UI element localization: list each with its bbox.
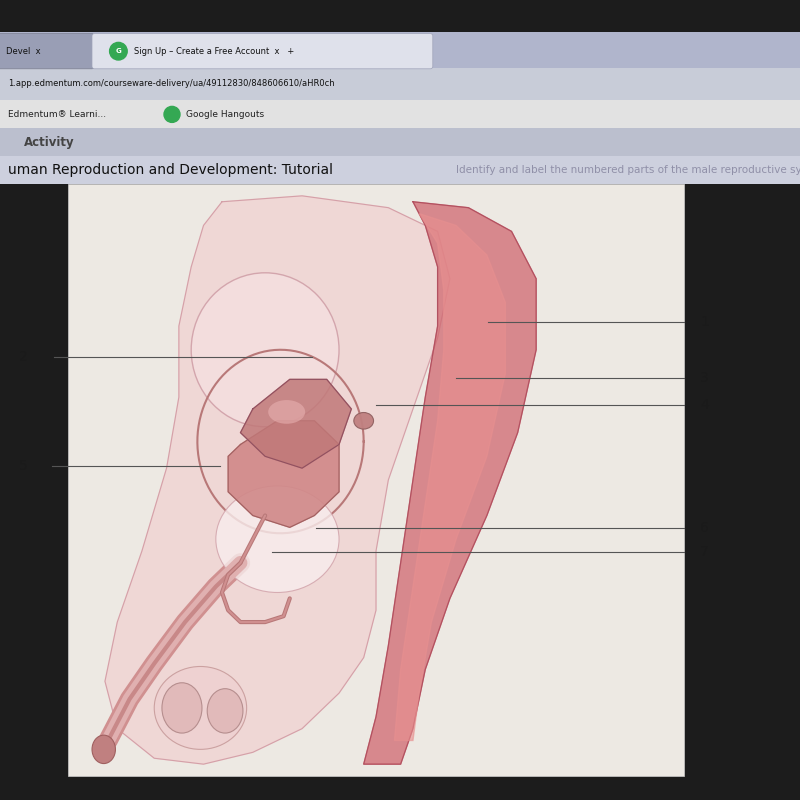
Text: Identify and label the numbered parts of the male reproductive syst: Identify and label the numbered parts of… (456, 166, 800, 175)
Bar (68, 184, 684, 776)
FancyBboxPatch shape (92, 34, 433, 69)
Bar (0, 32, 800, 68)
Text: 5: 5 (19, 458, 28, 473)
Circle shape (110, 42, 127, 60)
Ellipse shape (162, 682, 202, 733)
Polygon shape (241, 379, 351, 468)
Text: G: G (115, 48, 122, 54)
Text: Activity: Activity (24, 136, 74, 149)
Text: 6: 6 (700, 521, 709, 535)
Ellipse shape (207, 689, 243, 733)
Text: 3: 3 (700, 370, 709, 385)
Text: 1: 1 (700, 314, 709, 329)
Text: 4: 4 (700, 398, 709, 412)
Text: 1.app.edmentum.com/courseware-delivery/ua/49112830/848606610/aHR0ch: 1.app.edmentum.com/courseware-delivery/u… (8, 79, 334, 89)
Ellipse shape (268, 400, 305, 424)
Bar (0, 156, 800, 184)
Bar (0, 68, 800, 100)
Bar (0, 100, 800, 128)
Text: Edmentum® Learni...: Edmentum® Learni... (8, 110, 106, 119)
Circle shape (164, 106, 180, 122)
Polygon shape (394, 214, 506, 741)
Ellipse shape (191, 273, 339, 426)
Text: Sign Up – Create a Free Account  x   +: Sign Up – Create a Free Account x + (134, 46, 294, 56)
Ellipse shape (216, 486, 339, 593)
Bar (0, 128, 800, 156)
Text: uman Reproduction and Development: Tutorial: uman Reproduction and Development: Tutor… (8, 163, 333, 178)
Bar (0, 0, 800, 32)
Polygon shape (228, 421, 339, 527)
Ellipse shape (154, 666, 246, 750)
Polygon shape (105, 196, 450, 764)
Text: Google Hangouts: Google Hangouts (186, 110, 264, 119)
Text: 7: 7 (700, 545, 709, 559)
Text: Devel  x: Devel x (6, 46, 41, 56)
Ellipse shape (354, 413, 374, 429)
Polygon shape (364, 202, 536, 764)
Text: 2: 2 (19, 350, 28, 364)
Ellipse shape (92, 735, 115, 763)
FancyBboxPatch shape (0, 34, 94, 69)
